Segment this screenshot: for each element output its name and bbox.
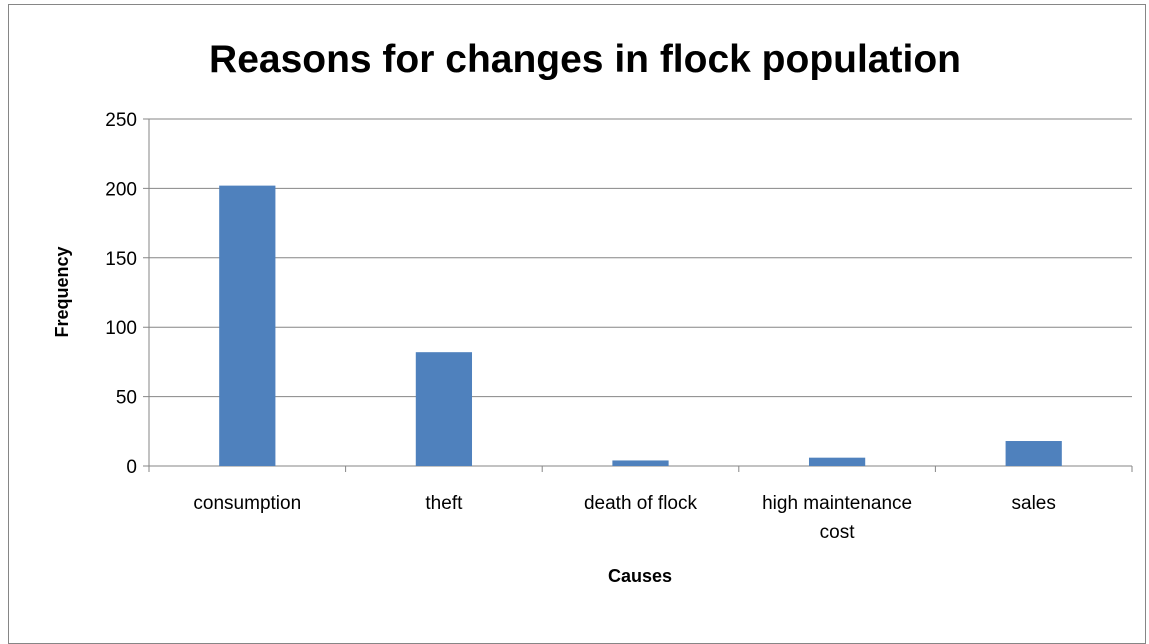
chart-frame <box>8 4 1146 644</box>
gridlines <box>143 118 1133 472</box>
bar <box>415 352 473 466</box>
bar <box>612 460 669 466</box>
y-tick-label: 0 <box>126 457 137 478</box>
x-tick-label: sales <box>1012 493 1056 514</box>
x-tick-labels: consumption theft death of flock high maint… <box>193 493 1055 543</box>
bar <box>1005 441 1062 466</box>
y-axis-title: Frequency <box>52 246 72 337</box>
x-tick-label: consumption <box>193 493 301 514</box>
y-tick-label: 150 <box>105 249 137 270</box>
bar-chart: Reasons for changes in flock population … <box>52 38 1133 586</box>
x-axis-title: Causes <box>608 566 672 586</box>
x-tick-label: high maintenance <box>762 493 912 514</box>
y-tick-labels: 0 50 100 150 200 250 <box>105 110 137 478</box>
bars <box>219 185 1062 466</box>
x-tick-label: cost <box>820 522 856 543</box>
x-tick-label: death of flock <box>584 493 698 514</box>
y-tick-label: 200 <box>105 179 137 200</box>
x-tick-label: theft <box>425 493 463 514</box>
y-tick-label: 100 <box>105 318 137 339</box>
bar <box>808 457 866 466</box>
y-tick-label: 50 <box>116 388 137 409</box>
y-tick-label: 250 <box>105 110 137 131</box>
bar <box>219 185 276 466</box>
chart-title: Reasons for changes in flock population <box>209 38 961 81</box>
